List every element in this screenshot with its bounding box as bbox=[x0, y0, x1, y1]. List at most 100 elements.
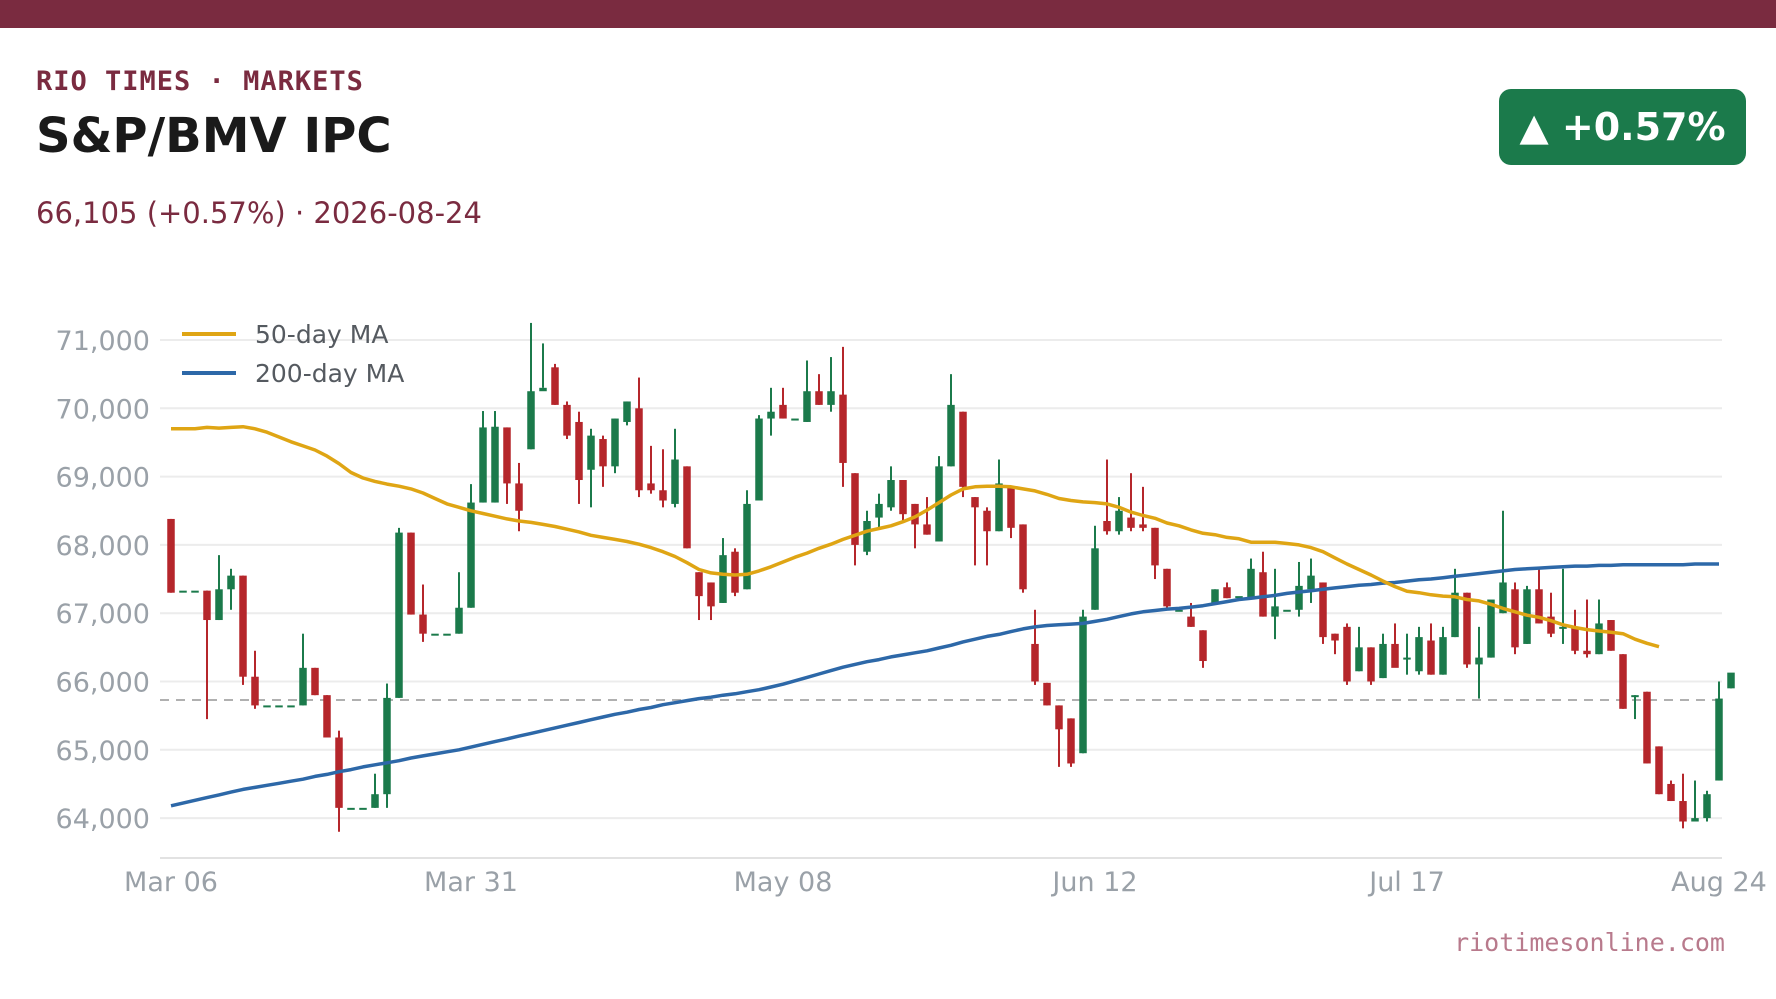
candle-body bbox=[1547, 616, 1555, 634]
candle-body bbox=[1727, 672, 1735, 689]
y-tick-label: 65,000 bbox=[56, 736, 150, 767]
candle-body bbox=[359, 807, 367, 810]
candle-body bbox=[1283, 609, 1291, 612]
candle-body bbox=[779, 404, 787, 419]
candle-body bbox=[1019, 524, 1027, 590]
candle-body bbox=[815, 391, 823, 405]
candle-body bbox=[863, 520, 871, 552]
candle-body bbox=[1187, 616, 1195, 627]
candle-body bbox=[1691, 818, 1699, 822]
candle-body bbox=[635, 408, 643, 491]
candle-body bbox=[431, 633, 439, 636]
candle-body bbox=[1031, 643, 1039, 682]
y-tick-label: 69,000 bbox=[56, 463, 150, 494]
candle-body bbox=[1607, 620, 1615, 651]
candle-body bbox=[911, 503, 919, 525]
candle-body bbox=[203, 590, 211, 621]
page-title: S&P/BMV IPC bbox=[36, 108, 392, 164]
candle-body bbox=[1559, 626, 1567, 629]
legend: 50-day MA 200-day MA bbox=[182, 320, 404, 388]
candle-body bbox=[1307, 575, 1315, 590]
candle-body bbox=[395, 532, 403, 698]
candle-body bbox=[923, 524, 931, 535]
candle-body bbox=[527, 391, 535, 450]
candle-body bbox=[803, 391, 811, 422]
candle-body bbox=[467, 502, 475, 608]
candle-body bbox=[1583, 650, 1591, 655]
ma200-line bbox=[170, 562, 1719, 808]
candle-body bbox=[1067, 718, 1075, 764]
y-tick-label: 70,000 bbox=[56, 394, 150, 425]
candle-body bbox=[599, 439, 607, 467]
brand-label: RIO TIMES · MARKETS bbox=[36, 66, 364, 97]
y-tick-label: 64,000 bbox=[56, 804, 150, 835]
x-tick-label: May 08 bbox=[734, 867, 833, 898]
candle-body bbox=[1175, 609, 1183, 612]
candle-body bbox=[1715, 698, 1723, 781]
x-tick-label: Aug 24 bbox=[1671, 867, 1767, 898]
candle-body bbox=[419, 614, 427, 634]
candle-body bbox=[227, 575, 235, 590]
candle-body bbox=[899, 480, 907, 515]
candle-body bbox=[1487, 599, 1495, 658]
candle-body bbox=[587, 435, 595, 470]
price-subtitle: 66,105 (+0.57%) · 2026-08-24 bbox=[36, 196, 482, 230]
candle-body bbox=[1631, 695, 1639, 698]
x-tick-label: Mar 06 bbox=[124, 867, 218, 898]
candle-body bbox=[1427, 640, 1435, 675]
candle-body bbox=[179, 590, 187, 593]
candle-body bbox=[191, 590, 199, 593]
candle-body bbox=[1043, 682, 1051, 706]
candle-body bbox=[491, 426, 499, 503]
candle-body bbox=[1199, 630, 1207, 662]
grid-lines bbox=[160, 339, 1722, 820]
candle-body bbox=[1319, 582, 1327, 638]
candle-body bbox=[647, 483, 655, 491]
candle-body bbox=[659, 490, 667, 501]
candle-body bbox=[1211, 589, 1219, 603]
candle-body bbox=[1079, 616, 1087, 754]
candle-body bbox=[455, 607, 463, 634]
x-tick-label: Jul 17 bbox=[1367, 867, 1445, 898]
axes: 64,000 65,000 66,000 67,000 68,000 69,000 70,0… bbox=[56, 326, 1767, 898]
candle-body bbox=[671, 459, 679, 504]
candle-body bbox=[947, 404, 955, 467]
candle-body bbox=[1463, 592, 1471, 665]
candle-body bbox=[1643, 691, 1651, 764]
candle-body bbox=[1415, 637, 1423, 672]
candle-body bbox=[287, 705, 295, 708]
candle-body bbox=[1331, 633, 1339, 641]
candle-body bbox=[1343, 626, 1351, 682]
candle-body bbox=[683, 466, 691, 549]
candle-body bbox=[1271, 606, 1279, 617]
candle-body bbox=[263, 705, 271, 708]
candle-body bbox=[767, 411, 775, 419]
candles bbox=[167, 322, 1735, 832]
x-tick-label: Mar 31 bbox=[424, 867, 518, 898]
candle-body bbox=[1439, 637, 1447, 675]
moving-averages bbox=[170, 424, 1719, 808]
y-tick-label: 71,000 bbox=[56, 326, 150, 357]
candle-body bbox=[1007, 486, 1015, 528]
candle-body bbox=[311, 667, 319, 696]
candle-body bbox=[1355, 647, 1363, 672]
candle-body bbox=[1571, 626, 1579, 651]
candle-body bbox=[1235, 596, 1243, 599]
candle-body bbox=[275, 705, 283, 708]
candle-body bbox=[851, 473, 859, 545]
candle-body bbox=[1139, 524, 1147, 528]
candle-body bbox=[611, 418, 619, 467]
candle-body bbox=[347, 807, 355, 810]
candle-body bbox=[551, 367, 559, 405]
candle-body bbox=[515, 483, 523, 511]
candle-body bbox=[623, 401, 631, 422]
candle-body bbox=[1055, 705, 1063, 730]
candle-body bbox=[791, 418, 799, 421]
candle-body bbox=[695, 572, 703, 597]
candle-body bbox=[995, 483, 1003, 532]
candle-body bbox=[719, 555, 727, 603]
candle-body bbox=[1091, 548, 1099, 610]
candle-body bbox=[167, 518, 175, 593]
candle-body bbox=[383, 697, 391, 795]
candle-body bbox=[827, 391, 835, 405]
